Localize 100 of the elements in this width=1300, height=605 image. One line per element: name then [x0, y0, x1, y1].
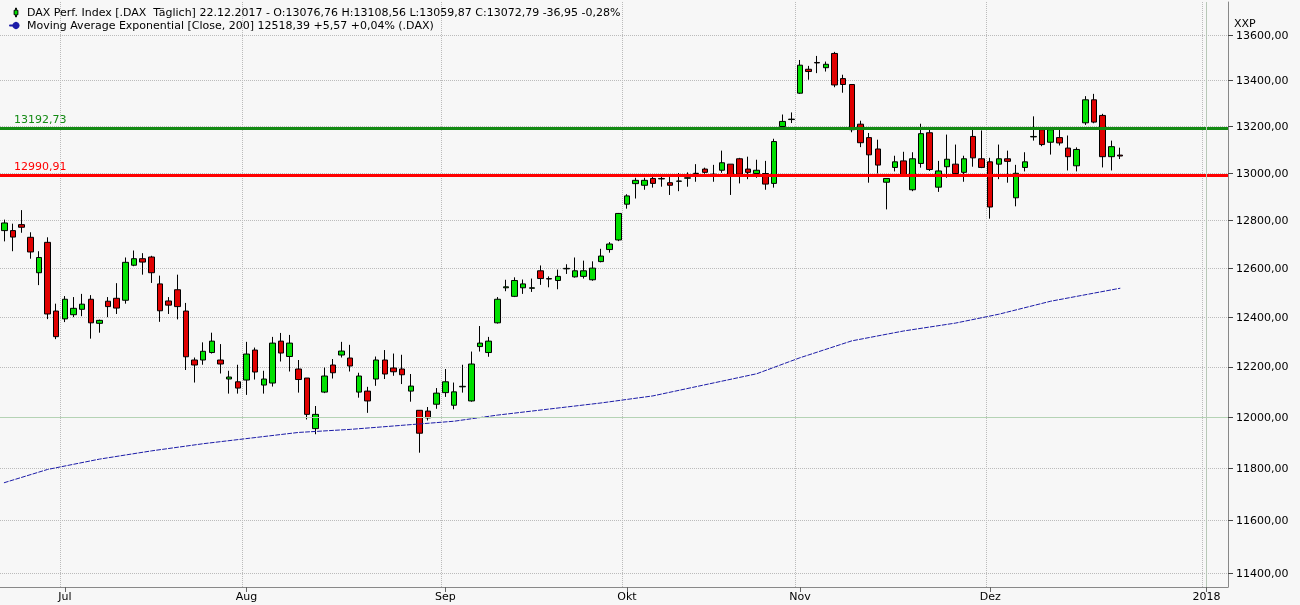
- candlestick: [261, 370, 267, 395]
- legend-label: Moving Average Exponential [Close, 200] 12518,39 +5,57 +0,04% (.DAX): [27, 19, 434, 32]
- candlestick: [805, 65, 812, 81]
- candlestick: [131, 250, 137, 267]
- x-tick-label: Aug: [235, 590, 258, 603]
- candlestick: [1117, 147, 1123, 160]
- candlestick: [641, 177, 648, 191]
- y-tick-label: 11800,00: [1236, 461, 1289, 475]
- candlestick: [1082, 95, 1089, 126]
- line-series: [3, 287, 1121, 484]
- candlestick: [1004, 150, 1011, 184]
- candlestick: [113, 282, 120, 315]
- candlestick: [408, 373, 414, 403]
- y-tick-label: 13400,00: [1236, 74, 1289, 88]
- candlestick: [736, 157, 743, 184]
- candlestick: [944, 134, 950, 179]
- candlestick: [1030, 115, 1037, 142]
- candlestick: [356, 372, 362, 399]
- candlestick: [702, 167, 708, 175]
- candlestick: [70, 296, 77, 318]
- candlestick: [157, 275, 163, 323]
- candlestick: [174, 274, 181, 320]
- candlestick: [122, 257, 129, 305]
- candlestick: [382, 349, 388, 380]
- candlestick: [892, 155, 898, 172]
- candlestick: [1039, 129, 1045, 147]
- candlestick: [797, 59, 803, 95]
- candlestick: [243, 341, 250, 396]
- candlestick: [148, 255, 155, 284]
- candlestick: [918, 123, 924, 169]
- candlestick: [451, 382, 457, 410]
- candlestick: [909, 151, 916, 192]
- candlestick: [546, 275, 552, 288]
- candlestick: [1, 219, 8, 242]
- candlestick: [10, 223, 16, 252]
- legend-label: DAX Perf. Index [.DAX Täglich] 22.12.2017 - O:13076,76 H:13108,56 L:13059,87 C:13072,79 -36,95 -0,28%: [27, 6, 621, 19]
- candlestick: [503, 279, 509, 292]
- candlestick: [226, 370, 232, 395]
- candlestick: [252, 347, 258, 381]
- candlestick: [650, 175, 656, 189]
- y-tick-label: 12200,00: [1236, 360, 1289, 374]
- candlestick: [1073, 146, 1080, 172]
- candlestick: [693, 163, 699, 183]
- candlestick: [589, 260, 596, 282]
- candlestick: [18, 209, 25, 234]
- candlestick: [183, 302, 189, 371]
- candlestick: [875, 139, 881, 175]
- candlestick: [1108, 140, 1115, 171]
- candlestick: [433, 387, 440, 410]
- ref-line-label: 12990,91: [14, 160, 67, 174]
- candlestick: [840, 74, 846, 94]
- candlestick: [53, 303, 59, 340]
- y-tick-label: 12600,00: [1236, 261, 1289, 275]
- candlestick: [529, 278, 535, 293]
- candlestick: [1065, 135, 1071, 171]
- y-tick-label: 12000,00: [1236, 410, 1289, 424]
- candlestick: [1056, 129, 1063, 146]
- candlestick: [62, 295, 68, 323]
- candlestick: [278, 332, 284, 363]
- candlestick: [606, 241, 613, 254]
- candlestick: [338, 341, 345, 359]
- candlestick: [96, 319, 103, 334]
- candlestick: [883, 177, 890, 210]
- candlestick: [494, 296, 501, 325]
- x-tick-label: Sep: [435, 590, 456, 603]
- x-tick-label: Nov: [789, 590, 812, 603]
- candlestick: [44, 236, 51, 320]
- candlestick: [788, 111, 795, 124]
- y-tick-label: 13000,00: [1236, 166, 1289, 180]
- candlestick: [970, 129, 976, 168]
- candlestick: [926, 129, 933, 172]
- candlestick: [615, 212, 622, 242]
- candlestick: [235, 364, 241, 395]
- x-tick-label: Dez: [979, 590, 1001, 603]
- candlestick: [269, 336, 276, 388]
- candlestick: [477, 325, 483, 353]
- candlestick: [399, 354, 405, 385]
- y-tick-label: 13200,00: [1236, 120, 1289, 133]
- candlestick: [632, 177, 639, 199]
- x-tick-label: Jul: [57, 590, 72, 603]
- candlestick: [88, 294, 94, 340]
- candlestick: [996, 144, 1002, 180]
- candlestick: [347, 344, 353, 373]
- candlestick: [961, 155, 967, 183]
- candlestick: [286, 334, 293, 373]
- candlestick: [555, 269, 561, 290]
- candlestick: [866, 132, 872, 184]
- candlestick: [849, 84, 855, 133]
- candlestick: [719, 150, 725, 174]
- candlestick: [978, 129, 985, 169]
- candlestick: [658, 175, 665, 188]
- candlestick: [1047, 129, 1054, 156]
- candlestick: [416, 409, 423, 454]
- candlestick: [105, 296, 111, 318]
- candlestick: [364, 386, 371, 414]
- y-tick-label: 11400,00: [1236, 567, 1289, 581]
- candlestick: [1091, 93, 1097, 124]
- candlestick: [624, 193, 630, 210]
- candlestick: [580, 260, 587, 280]
- candlestick: [485, 336, 492, 358]
